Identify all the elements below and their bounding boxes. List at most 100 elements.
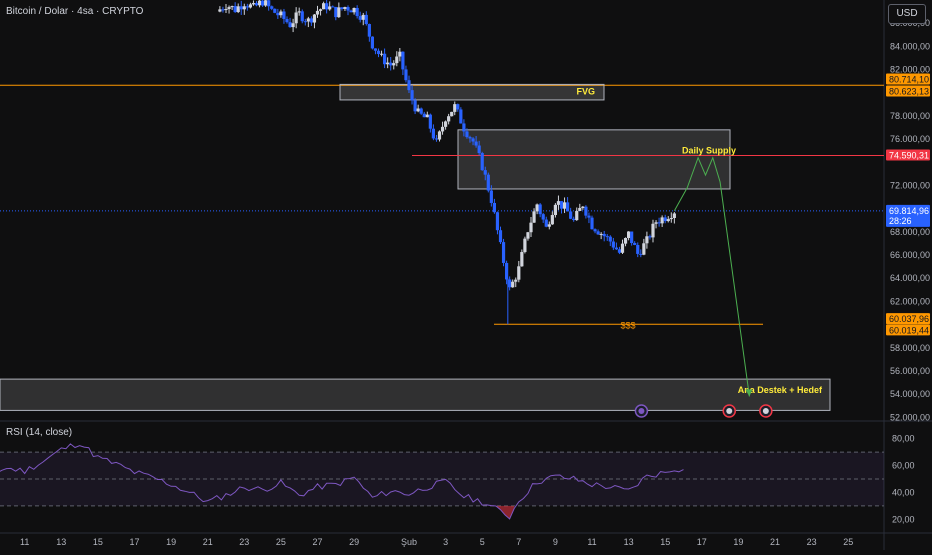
candle-body [404,69,408,81]
candle-body [312,14,317,23]
currency-button[interactable]: USD [888,4,926,24]
candle-body [593,229,597,232]
candle-body [224,9,228,11]
candle-body [267,0,271,7]
candle-body [648,236,652,238]
candle-body [337,7,341,18]
time-tick-label: 19 [733,537,743,547]
candle-body [340,7,344,9]
candle-body [611,241,615,248]
candle-body [627,231,631,238]
candle-body [398,51,402,57]
candle-body [456,104,460,110]
candle-body [389,62,393,66]
candle-body [230,6,234,8]
candle-body [236,6,240,13]
candle-body [383,53,387,65]
candle-body [523,238,527,253]
candle-body [550,215,554,225]
candle-body [407,80,411,91]
price-label: 74.590,31 [889,150,929,160]
time-tick-label: 27 [312,537,322,547]
price-label: 60.019,44 [889,325,929,335]
candle-body [245,6,249,8]
candle-body [373,48,378,51]
time-axis: 11 13 15 17 19 21 23 25 27 29 Şub 3 5 7 9 11 13 15 17 19 21 2… [20,537,853,547]
price-label: 69.814,96 [889,206,929,216]
candle-body [322,3,326,10]
time-tick-label: 25 [276,537,286,547]
candle-body [489,190,493,203]
candle-body [651,223,655,238]
candle-body [492,202,496,213]
candle-body [386,62,390,65]
candle-body [288,22,292,28]
candle-body [294,12,298,24]
candle-body [590,217,594,230]
candle-body [218,9,222,12]
candle-body [480,153,484,171]
candle-body [355,7,359,17]
candle-body [419,108,423,114]
candle-body [361,14,365,20]
candle-body [331,6,335,8]
candle-body [315,10,320,15]
price-axis: 86.000,0084.000,0082.000,0078.000,0076.0… [886,18,930,524]
time-tick-label: 13 [624,537,634,547]
candle-body [270,6,274,9]
candle-body [633,243,637,245]
candle-body [569,211,573,219]
rsi-tick-label: 40,00 [892,487,915,497]
candle-body [553,204,557,216]
time-tick-label: 11 [20,537,29,547]
candle-body [254,3,259,6]
candle-body [660,217,664,224]
candle-body [465,131,469,138]
price-tick-label: 54.000,00 [890,389,930,399]
annotation-zones: FVG Daily Supply $$$ Ana Destek + Hedef [0,83,884,411]
candle-body [663,217,667,222]
time-tick-label: 17 [697,537,707,547]
candle-body [346,7,350,11]
time-tick-label: 23 [239,537,249,547]
target-box [0,378,831,411]
price-label: 60.037,96 [889,314,929,324]
price-label: 80.623,13 [889,87,929,97]
price-tick-label: 76.000,00 [890,134,930,144]
time-tick-label: 11 [587,537,596,547]
flag-event-icon-core [762,408,769,414]
candle-body [462,123,466,132]
candle-body [282,11,286,19]
candle-body [306,18,310,22]
candle-body [477,145,481,154]
candle-body [517,266,521,280]
candle-body [584,206,588,216]
candle-body [620,243,625,253]
candle-body [413,100,417,112]
candle-body [535,204,539,212]
candle-body [559,201,564,209]
candle-body [352,7,356,13]
projection-arrowhead [745,389,753,397]
candle-body [444,121,448,127]
candle-body [532,211,536,223]
candle-body [556,201,561,205]
candle-body [303,21,307,23]
rsi-pane [0,443,884,520]
price-tick-label: 68.000,00 [890,227,930,237]
candle-body [608,236,612,242]
rsi-tick-label: 80,00 [892,434,915,444]
candle-body [602,233,606,237]
candle-body [514,279,518,282]
time-tick-label: 13 [56,537,66,547]
time-tick-label: 15 [93,537,103,547]
candle-body [285,18,289,23]
time-tick-label: 5 [480,537,485,547]
time-tick-label: 29 [349,537,359,547]
candle-body [221,9,225,11]
price-tick-label: 52.000,00 [890,412,930,422]
candle-body [297,11,301,13]
